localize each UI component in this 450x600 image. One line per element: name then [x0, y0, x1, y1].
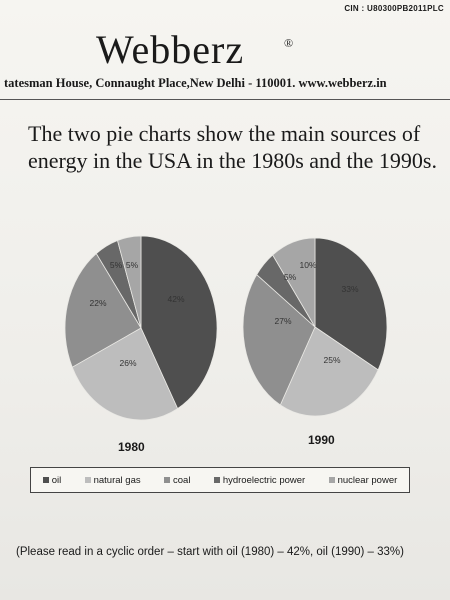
- legend-label: nuclear power: [337, 474, 398, 486]
- pie-slice-1990-oil: [314, 237, 388, 371]
- chart-legend: oil natural gas coal hydroelectric power nuc…: [30, 467, 410, 493]
- chart-year-1980: 1980: [118, 440, 145, 454]
- legend-item-coal: coal: [164, 475, 190, 486]
- reading-note: (Please read in a cyclic order – start w…: [16, 546, 404, 558]
- legend-item-hydroelectric-power: hydroelectric power: [213, 474, 306, 486]
- brand-name: Webberz: [96, 27, 245, 72]
- legend-item-nuclear-power: nuclear power: [328, 474, 398, 486]
- legend-swatch: [42, 477, 49, 483]
- legend-label: oil: [51, 474, 62, 486]
- pie-data-label: 5%: [284, 272, 297, 282]
- pie-slice-1980-oil: [140, 235, 218, 410]
- address-line: tatesman House, Connaught Place,New Delh…: [4, 76, 387, 90]
- header-divider: [0, 99, 450, 100]
- pie-data-label: 27%: [274, 316, 291, 326]
- pie-data-label: 5%: [110, 260, 123, 270]
- legend-swatch: [328, 477, 335, 483]
- pie-data-label: 10%: [299, 260, 316, 270]
- pie-data-label: 33%: [341, 284, 358, 294]
- pie-data-label: 25%: [323, 355, 340, 365]
- pie-charts: 42%26%22%5% 5%33%25%27%5%10%: [64, 235, 388, 421]
- pie-data-label: 22%: [89, 298, 106, 308]
- legend-item-natural-gas: natural gas: [84, 474, 141, 486]
- pie-data-label: 26%: [119, 358, 136, 368]
- legend-swatch: [84, 477, 91, 483]
- pie-data-label: 42%: [167, 294, 184, 304]
- cin-number: CIN : U80300PB2011PLC: [344, 4, 444, 13]
- question-text: The two pie charts show the main sources…: [28, 121, 437, 173]
- pie-data-label: 5%: [126, 260, 139, 270]
- pie-slice-1980-nuclear-power: [117, 235, 142, 329]
- legend-swatch: [164, 477, 170, 483]
- pie-slice-1990-nuclear-power: [272, 237, 316, 329]
- pie-slice-1980-natural-gas: [71, 327, 179, 421]
- chart-year-1990: 1990: [308, 433, 335, 447]
- pie-slice-1990-coal: [242, 274, 316, 406]
- pie-slice-1990-natural-gas: [279, 326, 379, 417]
- legend-label: natural gas: [93, 474, 141, 486]
- legend-item-oil: oil: [42, 474, 62, 486]
- legend-label: hydroelectric power: [222, 474, 306, 486]
- pie-slice-1980-coal: [64, 252, 142, 368]
- legend-swatch: [213, 477, 220, 483]
- legend-label: coal: [173, 474, 191, 486]
- registered-mark: ®: [284, 36, 294, 50]
